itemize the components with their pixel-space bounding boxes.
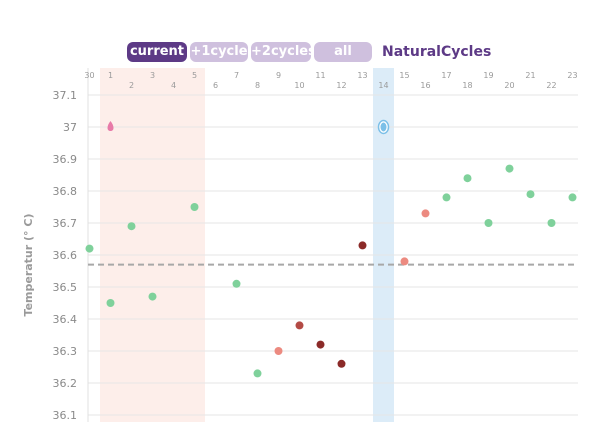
y-tick-label: 37 <box>63 121 77 134</box>
day-label: 21 <box>525 71 535 80</box>
day-label: 13 <box>357 71 367 80</box>
day-label: 7 <box>234 71 239 80</box>
day-label: 23 <box>567 71 577 80</box>
y-tick-label: 36.2 <box>53 377 78 390</box>
temperature-point <box>148 292 157 301</box>
y-tick-label: 36.5 <box>53 281 78 294</box>
temperature-point <box>85 244 94 253</box>
day-label: 30 <box>84 71 94 80</box>
day-label: 15 <box>399 71 409 80</box>
y-tick-label: 37.1 <box>53 89 78 102</box>
y-tick-label: 36.7 <box>53 217 78 230</box>
temperature-point <box>568 193 577 202</box>
brand-logo-text: NaturalCycles <box>382 44 492 60</box>
day-label: 3 <box>150 71 155 80</box>
period-drop-icon <box>107 121 114 131</box>
y-tick-label: 36.1 <box>53 409 78 422</box>
temperature-point <box>316 340 325 349</box>
day-label: 1 <box>108 71 113 80</box>
temperature-point <box>400 257 409 266</box>
y-axis-title: Temperatur (° C) <box>22 214 35 317</box>
period-band <box>100 68 205 422</box>
ovulation-band <box>373 68 394 422</box>
day-label: 20 <box>504 81 514 90</box>
temperature-point <box>295 321 304 330</box>
y-tick-label: 36.4 <box>53 313 78 326</box>
tab-plus-two-cycles[interactable]: +2cycles <box>251 42 311 62</box>
day-label: 10 <box>294 81 304 90</box>
day-label: 8 <box>255 81 260 90</box>
temperature-point <box>274 347 283 355</box>
temperature-point <box>526 190 535 199</box>
day-label: 11 <box>315 71 325 80</box>
day-label: 2 <box>129 81 134 90</box>
temperature-point <box>484 219 493 227</box>
temperature-point <box>463 174 472 183</box>
temperature-point <box>337 359 346 368</box>
day-label: 12 <box>336 81 346 90</box>
temperature-point <box>505 164 514 173</box>
day-label: 4 <box>171 81 176 90</box>
cycle-tabs: current +1cycle +2cycles all NaturalCycl… <box>0 42 600 62</box>
tab-all[interactable]: all <box>314 42 372 62</box>
temperature-point <box>190 203 199 211</box>
y-tick-label: 36.9 <box>53 153 78 166</box>
day-label: 16 <box>420 81 430 90</box>
day-label: 6 <box>213 81 218 90</box>
y-tick-label: 36.3 <box>53 345 78 358</box>
day-label: 14 <box>378 81 388 90</box>
ovulation-egg-inner <box>380 122 387 132</box>
y-tick-label: 36.8 <box>53 185 78 198</box>
temperature-point <box>358 241 367 250</box>
temperature-point <box>253 369 262 378</box>
temperature-point <box>127 222 136 231</box>
tab-current[interactable]: current <box>127 42 187 62</box>
day-label: 5 <box>192 71 197 80</box>
temperature-point <box>547 219 556 227</box>
temperature-point <box>442 193 451 202</box>
temperature-point <box>421 209 430 218</box>
day-label: 22 <box>546 81 556 90</box>
day-label: 9 <box>276 71 281 80</box>
day-label: 19 <box>483 71 493 80</box>
temperature-point <box>106 299 115 307</box>
day-label: 17 <box>441 71 451 80</box>
day-label: 18 <box>462 81 472 90</box>
y-tick-label: 36.6 <box>53 249 78 262</box>
tab-plus-one-cycle[interactable]: +1cycle <box>190 42 248 62</box>
temperature-point <box>232 279 241 288</box>
